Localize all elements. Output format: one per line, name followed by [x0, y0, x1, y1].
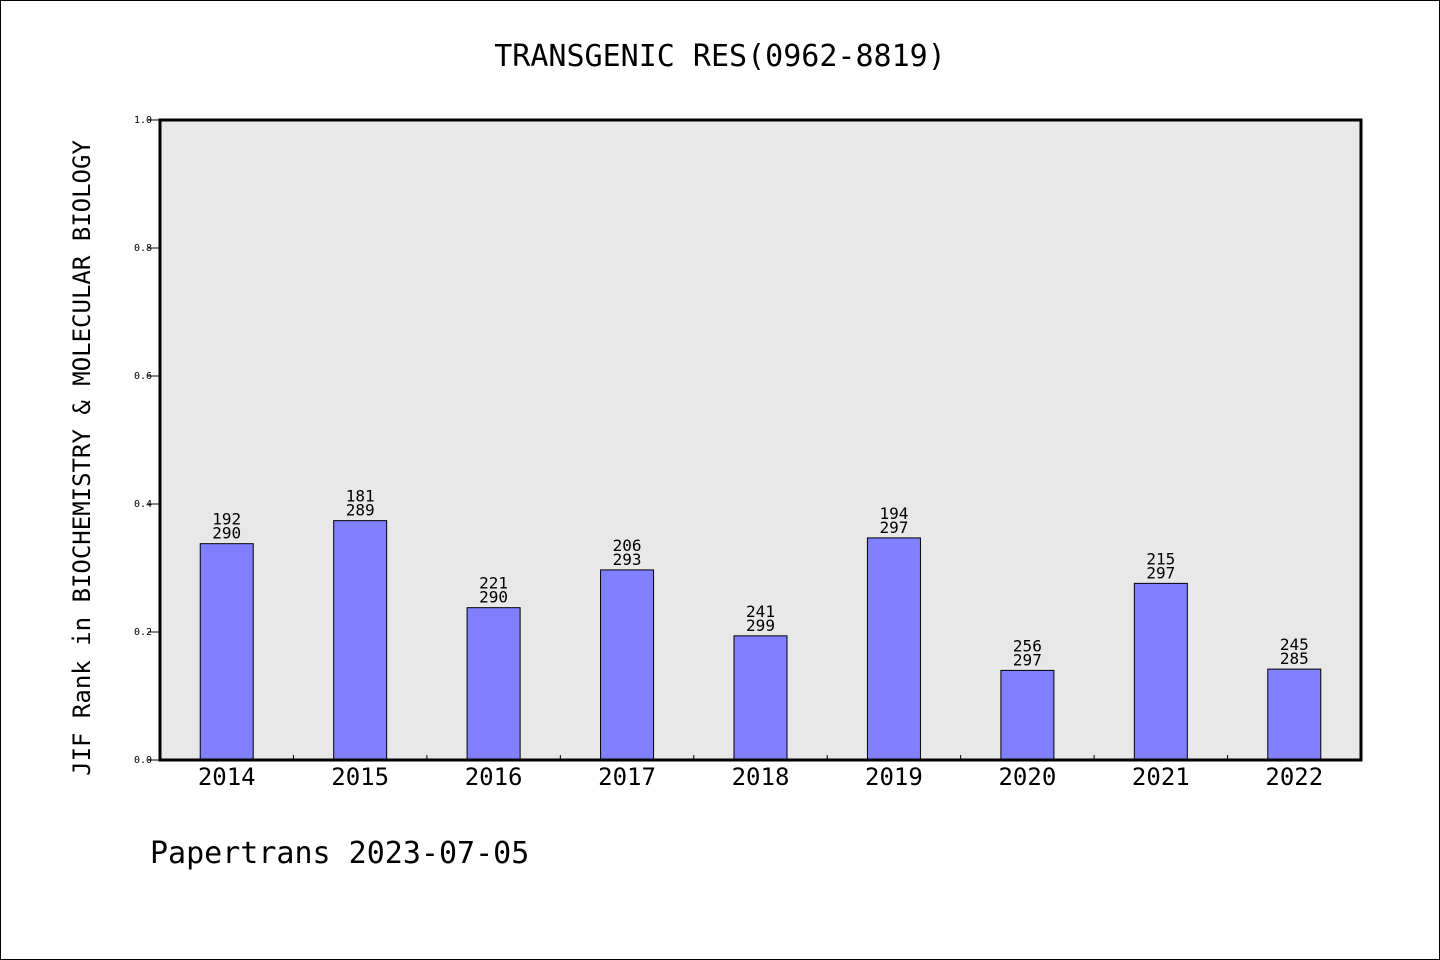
y-tick-label: 1.0: [134, 115, 152, 126]
bar-rank-label: 241: [746, 602, 775, 621]
chart-title: TRANSGENIC RES(0962-8819): [494, 39, 946, 74]
bar-rank-label: 256: [1013, 636, 1042, 655]
x-tick-label: 2018: [732, 763, 790, 791]
x-tick-label: 2019: [865, 763, 923, 791]
bar-total-label: 289: [346, 501, 375, 520]
bar-2015: [333, 520, 388, 761]
bar-2014: [199, 543, 254, 761]
y-tick-label: 0.0: [134, 755, 152, 766]
bar-2016: [466, 607, 521, 761]
bar-total-label: 299: [746, 616, 775, 635]
bar-rank-label: 194: [879, 504, 908, 523]
x-tick-label: 2021: [1132, 763, 1190, 791]
y-tick-label: 0.6: [134, 371, 152, 382]
bar-rank-label: 221: [479, 574, 508, 593]
y-axis-label: JIF Rank in BIOCHEMISTRY & MOLECULAR BIO…: [68, 140, 96, 776]
bar-rank-label: 206: [613, 536, 642, 555]
bar-total-label: 290: [212, 524, 241, 543]
bar-rank-label: 215: [1146, 549, 1175, 568]
x-tick-label: 2022: [1265, 763, 1323, 791]
bar-rank-label: 245: [1280, 635, 1309, 654]
y-tick-label: 0.4: [134, 499, 152, 510]
y-tick-label: 0.8: [134, 243, 152, 254]
x-tick-label: 2020: [998, 763, 1056, 791]
bars-group: 1922901812892212902062932412991942972562…: [199, 487, 1322, 761]
x-tick-label: 2016: [465, 763, 523, 791]
footer-credit: Papertrans 2023-07-05: [150, 836, 529, 871]
bar-2022: [1267, 668, 1322, 761]
bar-2018: [733, 635, 788, 761]
bar-total-label: 293: [613, 550, 642, 569]
bar-total-label: 297: [1013, 650, 1042, 669]
x-axis: 2014 2015 2016 2017 2018 2019 2020 2021 2022: [159, 755, 1362, 791]
x-tick-label: 2015: [331, 763, 389, 791]
x-tick-label: 2014: [198, 763, 256, 791]
bar-rank-label: 181: [346, 487, 375, 506]
bar-total-label: 290: [479, 588, 508, 607]
x-tick-label: 2017: [598, 763, 656, 791]
bar-total-label: 297: [1146, 563, 1175, 582]
bar-total-label: 297: [879, 518, 908, 537]
bar-2017: [600, 569, 655, 761]
bar-rank-label: 192: [212, 510, 241, 529]
plot-border: [158, 118, 1363, 762]
bar-2020: [1000, 669, 1055, 761]
y-tick-label: 0.2: [134, 627, 152, 638]
bar-2019: [866, 537, 921, 761]
bar-2021: [1133, 582, 1188, 761]
bar-total-label: 285: [1280, 649, 1309, 668]
y-axis: 0.0 0.2 0.4 0.6 0.8 1.0: [134, 115, 160, 766]
